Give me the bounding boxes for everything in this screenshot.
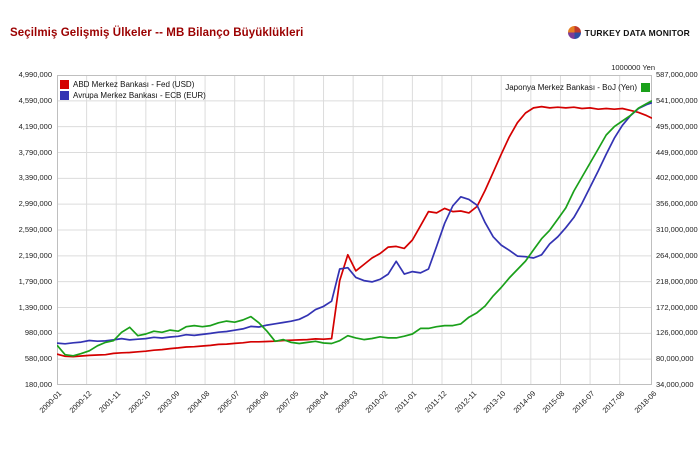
x-axis-label: 2018-06 <box>632 389 659 415</box>
left-axis-label: 2,590,000 <box>18 225 52 234</box>
legend-item: Japonya Merkez Bankası - BoJ (Yen) <box>505 83 650 92</box>
left-axis-label: 4,990,000 <box>18 70 52 79</box>
left-axis-label: 1,790,000 <box>18 276 52 286</box>
x-axis-label: 2002-10 <box>126 389 153 415</box>
x-axis-label: 2010-02 <box>363 389 390 415</box>
left-axis-label: 2,990,000 <box>18 199 52 209</box>
left-axis-label: 4,190,000 <box>18 121 52 131</box>
left-axis-label: 2,190,000 <box>18 250 52 260</box>
legend-label: Avrupa Merkez Bankası - ECB (EUR) <box>73 91 206 100</box>
left-axis-label: 180,000 <box>24 380 52 389</box>
right-axis-label: 172,000,000 <box>656 302 698 312</box>
series-line-2 <box>56 100 653 357</box>
x-axis-label: 2012-11 <box>452 389 478 415</box>
left-axis-label: 980,000 <box>24 328 52 338</box>
left-axis-label: 580,000 <box>24 354 52 364</box>
legend-right: Japonya Merkez Bankası - BoJ (Yen) <box>505 83 650 92</box>
right-axis-label: 356,000,000 <box>656 199 698 209</box>
legend-label: ABD Merkez Bankası - Fed (USD) <box>73 80 195 89</box>
right-axis-label: 402,000,000 <box>656 173 698 183</box>
right-axis-unit-label: 1000000 Yen <box>611 63 655 72</box>
x-axis-label: 2011-12 <box>422 389 449 415</box>
right-axis-label: 495,000,000 <box>656 121 698 131</box>
x-axis-label: 2000-01 <box>37 389 64 415</box>
legend-swatch-icon <box>60 91 69 100</box>
x-axis-label: 2007-05 <box>274 389 301 415</box>
left-axis-label: 1,390,000 <box>18 302 52 312</box>
right-axis-label: 264,000,000 <box>656 250 698 260</box>
left-axis-label: 4,590,000 <box>18 95 52 105</box>
x-axis-label: 2015-08 <box>540 389 567 415</box>
x-axis-label: 2006-06 <box>244 389 271 415</box>
x-axis-label: 2008-04 <box>304 389 330 415</box>
right-axis-label: 587,000,000 <box>656 70 698 79</box>
series-line-0 <box>56 105 653 358</box>
legend-swatch-icon <box>60 80 69 89</box>
series-line-1 <box>56 101 653 345</box>
right-axis-label: 310,000,000 <box>656 225 698 234</box>
x-axis-label: 2017-06 <box>600 389 627 415</box>
legend-item: Avrupa Merkez Bankası - ECB (EUR) <box>60 91 206 100</box>
left-axis-label: 3,390,000 <box>18 173 52 183</box>
right-axis-label: 218,000,000 <box>656 276 698 286</box>
right-axis-label: 34,000,000 <box>656 380 694 389</box>
pie-chart-logo-icon <box>567 26 581 39</box>
logo: TURKEY DATA MONITOR <box>567 26 690 39</box>
x-axis-label: 2013-10 <box>481 389 508 415</box>
chart-plot-area <box>56 74 653 386</box>
left-axis-label: 3,790,000 <box>18 147 52 157</box>
legend-item: ABD Merkez Bankası - Fed (USD) <box>60 80 206 89</box>
page-title: Seçilmiş Gelişmiş Ülkeler -- MB Bilanço … <box>10 27 304 39</box>
x-axis-label: 2014-09 <box>511 389 538 415</box>
x-axis-label: 2003-09 <box>155 389 182 415</box>
legend-label: Japonya Merkez Bankası - BoJ (Yen) <box>505 83 637 92</box>
right-axis-label: 126,000,000 <box>656 328 698 338</box>
right-axis-label: 449,000,000 <box>656 147 698 157</box>
x-axis-label: 2011-01 <box>393 389 419 415</box>
chart-svg <box>56 74 653 386</box>
plot-border <box>57 75 652 385</box>
x-axis-label: 2000-12 <box>67 389 93 415</box>
right-axis-label: 541,000,000 <box>656 95 698 105</box>
x-axis-label: 2009-03 <box>333 389 360 415</box>
x-axis-label: 2001-11 <box>97 389 123 415</box>
logo-text: TURKEY DATA MONITOR <box>584 27 690 38</box>
x-axis-label: 2004-08 <box>185 389 212 415</box>
legend-left: ABD Merkez Bankası - Fed (USD) Avrupa Mer… <box>60 80 206 100</box>
right-axis-label: 80,000,000 <box>656 354 694 364</box>
x-axis-label: 2016-07 <box>570 389 597 415</box>
x-axis-label: 2005-07 <box>215 389 242 415</box>
legend-swatch-icon <box>641 83 650 92</box>
